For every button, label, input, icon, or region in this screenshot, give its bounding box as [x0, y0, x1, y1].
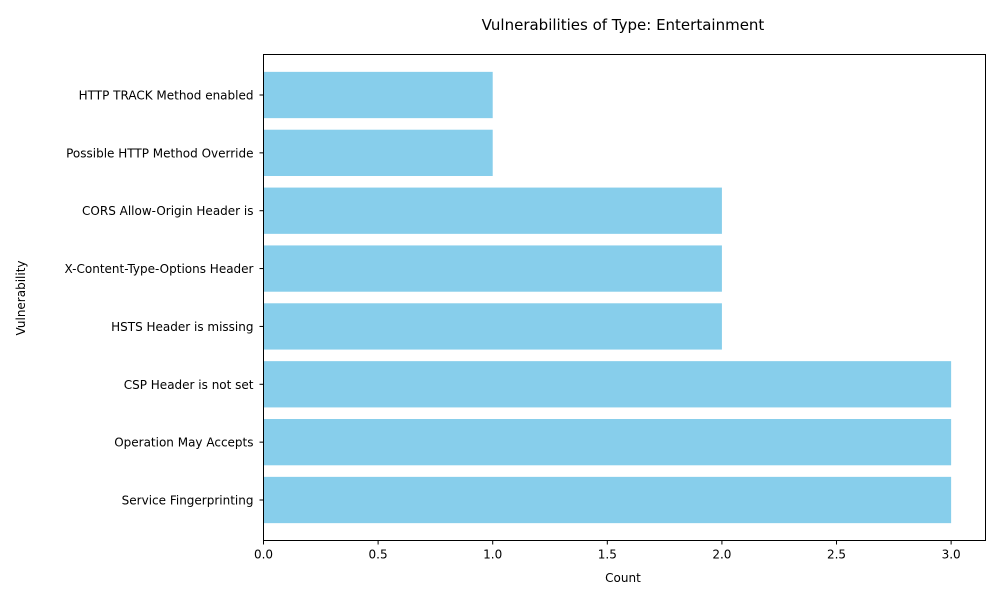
y-axis-ticks: Service Fingerprinting Operation May Acce… — [65, 89, 264, 508]
bars-group — [263, 71, 952, 524]
plot-area-frame — [263, 54, 986, 541]
x-tick-label: 0.0 — [254, 548, 273, 562]
y-axis-label: Vulnerability — [14, 260, 28, 335]
x-tick-label: 1.5 — [598, 548, 617, 562]
y-tick-label: Possible HTTP Method Override — [66, 146, 253, 160]
bar-hsts-header-is-missing — [263, 303, 722, 350]
bar-cors-allow-origin-header-is — [263, 187, 722, 234]
x-tick-label: 2.0 — [712, 548, 731, 562]
bar-operation-may-accepts — [263, 419, 952, 466]
y-tick-label: CORS Allow-Origin Header is — [82, 204, 253, 218]
bar-csp-header-is-not-set — [263, 361, 952, 408]
x-tick-label: 0.5 — [369, 548, 388, 562]
y-tick-label: CSP Header is not set — [124, 378, 254, 392]
chart-title: Vulnerabilities of Type: Entertainment — [482, 16, 765, 34]
x-axis-label: Count — [605, 571, 641, 585]
bar-x-content-type-options-header — [263, 245, 722, 292]
x-tick-label: 1.0 — [483, 548, 502, 562]
y-tick-label: X-Content-Type-Options Header — [65, 262, 254, 276]
x-tick-label: 2.5 — [827, 548, 846, 562]
bar-http-track-method-enabled — [263, 71, 493, 119]
y-tick-label: Operation May Accepts — [114, 436, 253, 450]
x-tick-label: 3.0 — [942, 548, 961, 562]
y-tick-label: HSTS Header is missing — [111, 320, 253, 334]
y-tick-label: HTTP TRACK Method enabled — [79, 89, 254, 103]
bar-possible-http-method-override — [263, 129, 493, 176]
x-axis-ticks: 0.0 0.5 1.0 1.5 2.0 2.5 3.0 — [254, 540, 961, 562]
bar-service-fingerprinting — [263, 476, 952, 524]
y-tick-label: Service Fingerprinting — [122, 494, 254, 508]
